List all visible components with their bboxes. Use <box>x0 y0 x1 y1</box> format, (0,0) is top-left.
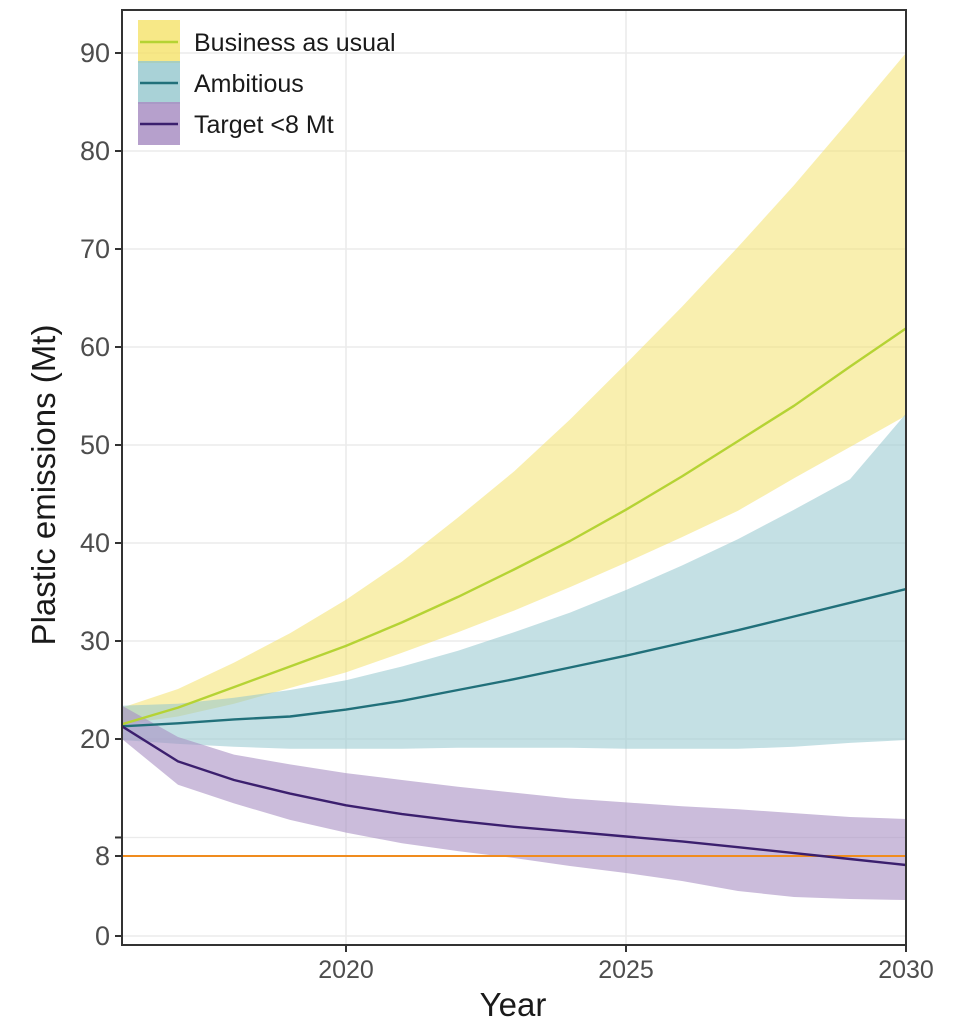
y-tick-label-40: 40 <box>80 528 110 558</box>
series-line-ambitious <box>121 587 907 728</box>
x-axis-title: Year <box>480 986 547 1023</box>
y-tick-label-20: 20 <box>80 724 110 754</box>
band-target <box>122 705 906 900</box>
y-tick-label-90: 90 <box>80 38 110 68</box>
series-line-target <box>121 725 907 867</box>
y-tick-label-50: 50 <box>80 430 110 460</box>
y-tick-label-70: 70 <box>80 234 110 264</box>
y-axis-title: Plastic emissions (Mt) <box>25 325 62 646</box>
y-tick-label-80: 80 <box>80 136 110 166</box>
legend-label-ambitious: Ambitious <box>194 70 304 98</box>
band-business-as-usual <box>122 53 906 725</box>
x-tick-label-2020: 2020 <box>318 956 374 984</box>
x-tick-label-2030: 2030 <box>878 956 934 984</box>
y-tick-label-8: 8 <box>95 841 110 871</box>
x-tick-label-2025: 2025 <box>598 956 654 984</box>
panel-border <box>121 9 907 946</box>
series-line-business-as-usual <box>121 327 907 726</box>
legend: Business as usual Ambitious Target <8 Mt <box>138 20 396 145</box>
legend-label-target: Target <8 Mt <box>194 111 334 139</box>
y-axis: 0 8 20 30 40 50 60 70 80 90 <box>80 38 122 951</box>
series-lines <box>121 327 907 867</box>
band-ambitious <box>122 413 906 749</box>
y-tick-label-30: 30 <box>80 626 110 656</box>
uncertainty-bands <box>122 53 906 900</box>
y-tick-label-60: 60 <box>80 332 110 362</box>
x-axis: 2020 2025 2030 <box>318 945 934 984</box>
y-tick-label-0: 0 <box>95 921 110 951</box>
legend-label-business-as-usual: Business as usual <box>194 29 396 57</box>
